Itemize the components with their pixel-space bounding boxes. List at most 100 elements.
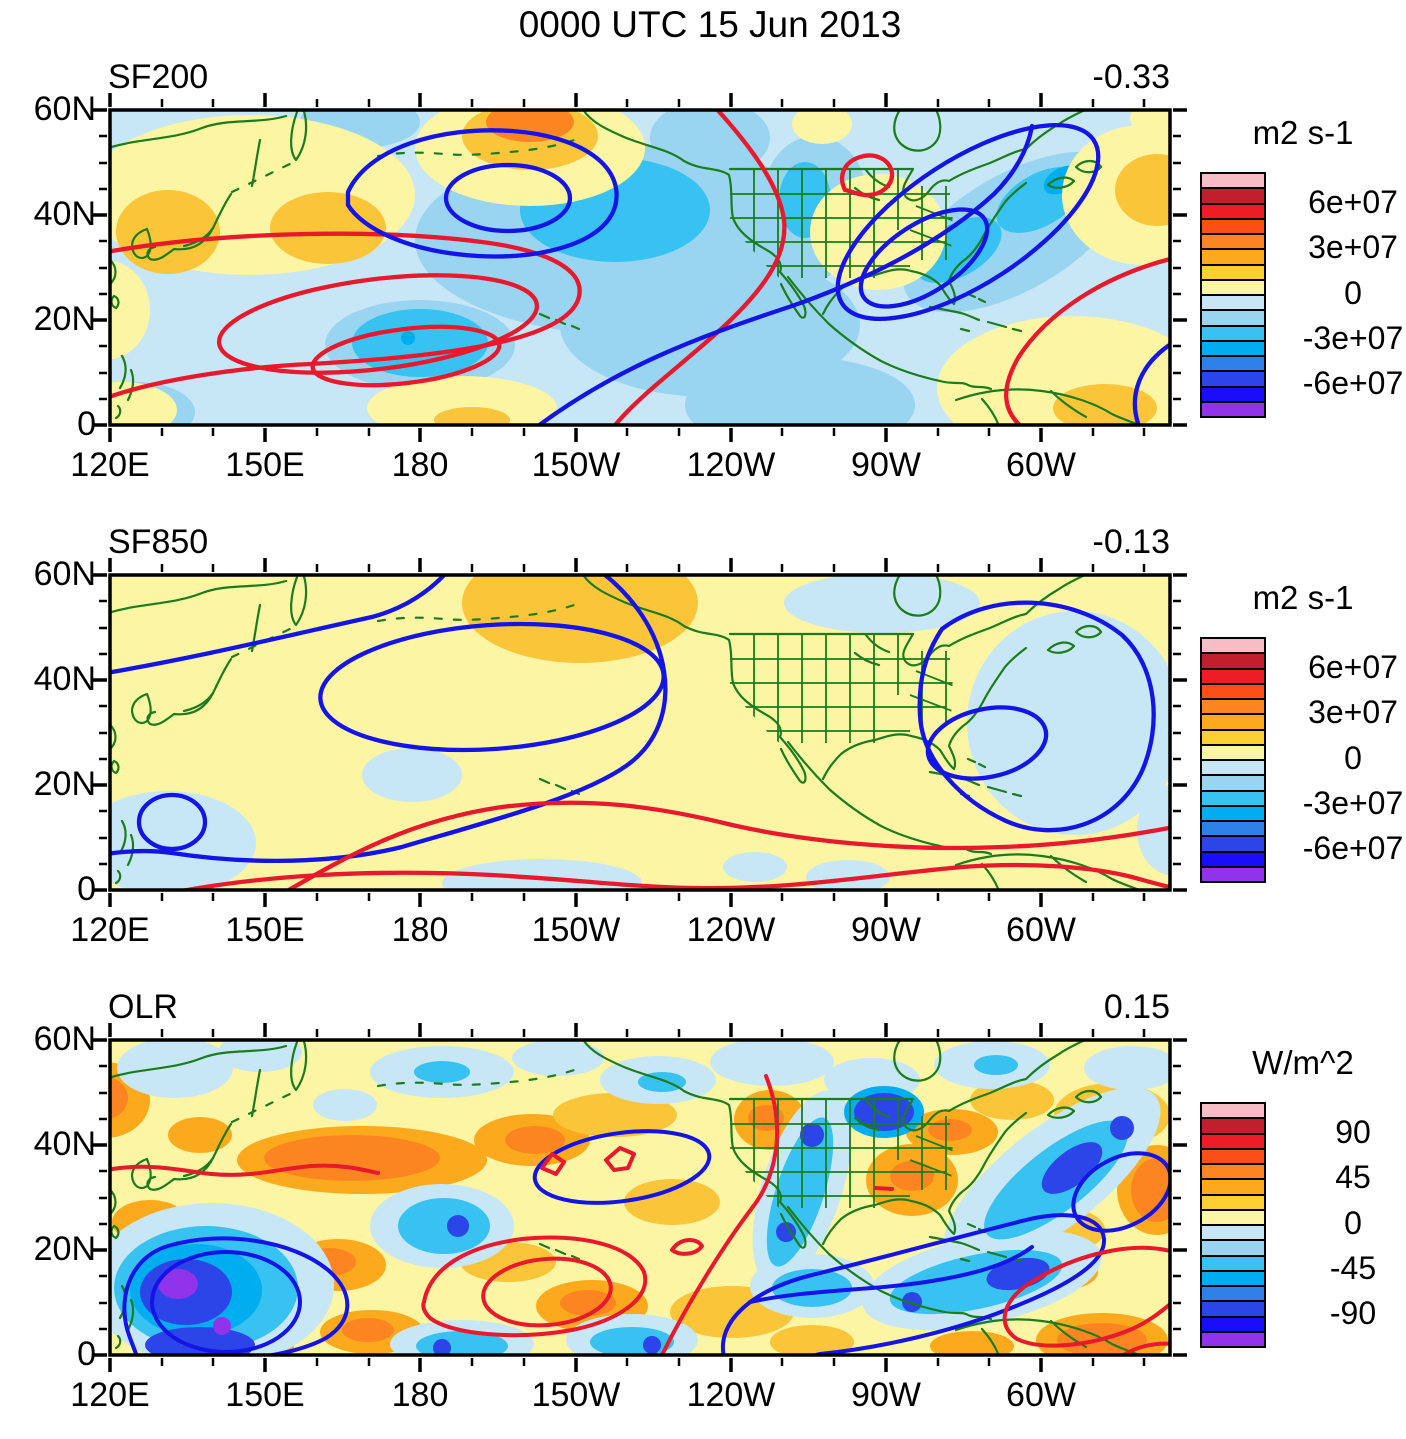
colorbar-cell	[1202, 730, 1264, 746]
x-tick-label: 120E	[70, 911, 150, 949]
x-tick-label: 90W	[851, 1376, 921, 1414]
map-sf850	[91, 556, 1189, 909]
colorbar-tick-label: -3e+07	[1302, 320, 1404, 356]
colorbar-cell	[1202, 357, 1264, 373]
y-tick-label: 60N	[33, 555, 96, 593]
y-tick-label: 60N	[33, 1020, 96, 1058]
colorbar-cell	[1202, 837, 1264, 853]
colorbar-cell	[1202, 311, 1264, 327]
colorbar-cell	[1202, 1332, 1264, 1346]
y-tick-label: 40N	[33, 1125, 96, 1163]
y-tick-label: 60N	[33, 90, 96, 128]
colorbar-tick-label: 6e+07	[1308, 184, 1398, 220]
colorbar-units: m2 s-1	[1252, 114, 1354, 151]
colorbar-cell	[1202, 867, 1264, 881]
colorbar-cell	[1202, 235, 1264, 251]
y-tick-label: 20N	[33, 765, 96, 803]
colorbar-cell	[1202, 1149, 1264, 1165]
colorbar-cell	[1202, 1134, 1264, 1150]
x-tick-label: 150W	[531, 1376, 621, 1414]
colorbar-tick-label: -6e+07	[1302, 830, 1404, 866]
y-tick-label: 0	[77, 870, 96, 908]
colorbar-cell	[1202, 806, 1264, 822]
colorbar-cell	[1202, 387, 1264, 403]
x-tick-label: 150E	[225, 1376, 305, 1414]
colorbar-tick-label: 6e+07	[1308, 649, 1398, 685]
panel-label: SF200	[108, 58, 209, 96]
colorbar-cell	[1202, 174, 1264, 190]
colorbar-cell	[1202, 715, 1264, 731]
x-tick-label: 90W	[851, 911, 921, 949]
x-tick-label: 60W	[1006, 911, 1076, 949]
colorbar-units: m2 s-1	[1252, 579, 1354, 616]
colorbar-cell	[1202, 265, 1264, 281]
colorbar-cell	[1202, 250, 1264, 266]
colorbar-cell	[1202, 1287, 1264, 1303]
colorbar-cell	[1202, 1165, 1264, 1181]
x-tick-label: 120E	[70, 446, 150, 484]
colorbar-tick-label: 0	[1344, 1205, 1362, 1241]
colorbar-cell	[1202, 1119, 1264, 1135]
x-tick-label: 150W	[531, 911, 621, 949]
colorbar-cell	[1202, 1104, 1264, 1120]
y-tick-label: 40N	[33, 195, 96, 233]
correlation-value: -0.13	[1092, 523, 1171, 561]
map-sf200	[91, 91, 1189, 444]
colorbar-cell	[1202, 326, 1264, 342]
colorbar-cell	[1202, 1210, 1264, 1226]
colorbar-tick-label: 0	[1344, 275, 1362, 311]
colorbar-cell	[1202, 791, 1264, 807]
colorbar-tick-label: -3e+07	[1302, 785, 1404, 821]
colorbar-cell	[1202, 761, 1264, 777]
colorbar	[1200, 1102, 1266, 1348]
colorbar-cell	[1202, 700, 1264, 716]
colorbar-cell	[1202, 684, 1264, 700]
panel-label: SF850	[108, 523, 209, 561]
colorbar-cell	[1202, 852, 1264, 868]
colorbar-tick-label: 0	[1344, 740, 1362, 776]
colorbar-tick-label: 3e+07	[1308, 694, 1398, 730]
x-tick-label: 150W	[531, 446, 621, 484]
x-tick-label: 120W	[686, 911, 776, 949]
panel-label: OLR	[108, 988, 178, 1026]
colorbar-cell	[1202, 1302, 1264, 1318]
colorbar-cell	[1202, 1241, 1264, 1257]
colorbar	[1200, 637, 1266, 883]
colorbar-cell	[1202, 372, 1264, 388]
colorbar-cell	[1202, 189, 1264, 205]
colorbar-cell	[1202, 1195, 1264, 1211]
colorbar-cell	[1202, 745, 1264, 761]
x-tick-label: 60W	[1006, 446, 1076, 484]
colorbar-tick-label: 45	[1335, 1159, 1371, 1195]
colorbar-cell	[1202, 204, 1264, 220]
x-tick-label: 90W	[851, 446, 921, 484]
colorbar-tick-label: 90	[1335, 1114, 1371, 1150]
y-tick-label: 20N	[33, 300, 96, 338]
colorbar-cell	[1202, 639, 1264, 655]
colorbar	[1200, 172, 1266, 418]
correlation-value: -0.33	[1092, 58, 1171, 96]
map-olr	[91, 1021, 1189, 1374]
x-tick-label: 60W	[1006, 1376, 1076, 1414]
x-tick-label: 180	[391, 911, 449, 949]
y-tick-label: 0	[77, 1335, 96, 1373]
correlation-value: 0.15	[1103, 988, 1170, 1026]
colorbar-cell	[1202, 219, 1264, 235]
y-tick-label: 0	[77, 405, 96, 443]
x-tick-label: 150E	[225, 446, 305, 484]
x-tick-label: 180	[391, 446, 449, 484]
colorbar-tick-label: 3e+07	[1308, 229, 1398, 265]
colorbar-cell	[1202, 280, 1264, 296]
colorbar-cell	[1202, 669, 1264, 685]
colorbar-cell	[1202, 776, 1264, 792]
colorbar-cell	[1202, 1226, 1264, 1242]
colorbar-cell	[1202, 654, 1264, 670]
x-tick-label: 120W	[686, 1376, 776, 1414]
y-tick-label: 20N	[33, 1230, 96, 1268]
colorbar-cell	[1202, 1256, 1264, 1272]
colorbar-cell	[1202, 402, 1264, 416]
colorbar-cell	[1202, 296, 1264, 312]
x-tick-label: 120W	[686, 446, 776, 484]
figure-title: 0000 UTC 15 Jun 2013	[518, 4, 902, 45]
colorbar-cell	[1202, 1180, 1264, 1196]
